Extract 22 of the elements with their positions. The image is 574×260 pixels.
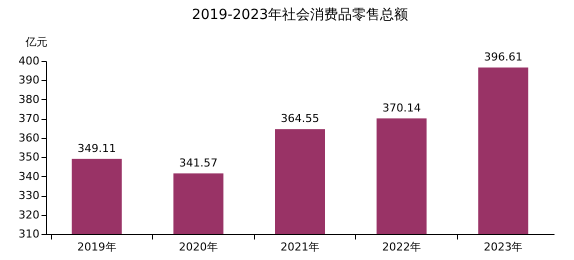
x-tick-label: 2023年 (484, 240, 523, 254)
x-tick-label: 2022年 (382, 240, 422, 254)
chart-title: 2019-2023年社会消费品零售总额 (192, 7, 408, 23)
y-tick-label: 390 (18, 74, 40, 87)
y-tick-label: 380 (18, 92, 40, 106)
x-tick-label: 2021年 (280, 240, 320, 254)
y-tick-label: 360 (18, 131, 40, 144)
data-label: 349.11 (78, 142, 116, 155)
data-label: 364.55 (280, 112, 320, 126)
data-label: 396.61 (484, 50, 522, 64)
y-tick-label: 340 (18, 170, 40, 183)
y-tick-label: 350 (18, 150, 40, 164)
y-axis-title: 亿元 (24, 36, 48, 48)
data-label: 341.57 (179, 156, 218, 170)
x-tick-label: 2020年 (178, 240, 218, 254)
y-tick-label: 310 (18, 228, 40, 240)
y-tick-label: 330 (18, 189, 40, 202)
y-tick-label: 320 (18, 208, 40, 222)
data-label: 370.14 (382, 101, 421, 114)
x-tick-label: 2019年 (77, 240, 116, 254)
y-tick-label: 400 (18, 54, 40, 68)
y-tick-label: 370 (18, 112, 40, 126)
